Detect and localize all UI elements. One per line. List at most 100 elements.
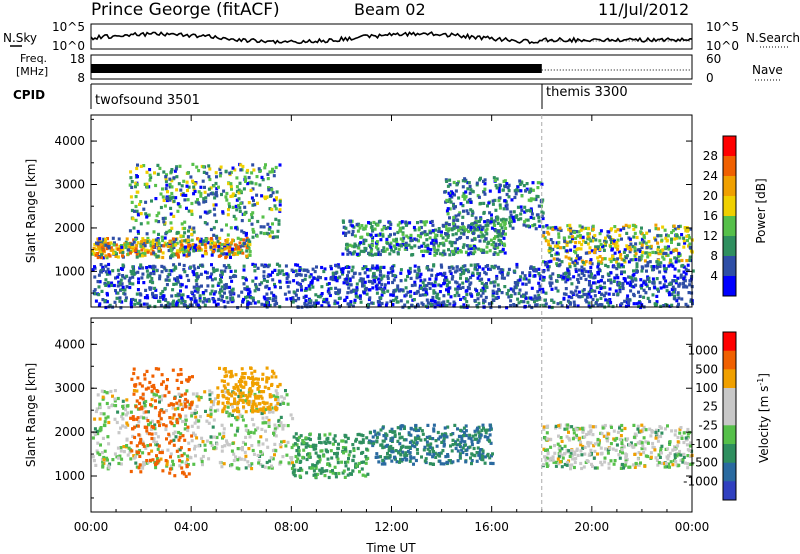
echo-cell [146, 221, 150, 225]
echo-cell [249, 366, 252, 370]
echo-cell [377, 250, 381, 254]
echo-cell [642, 295, 646, 299]
echo-cell [166, 378, 169, 382]
echo-cell [274, 449, 278, 453]
echo-cell [215, 175, 218, 179]
echo-cell [164, 177, 168, 181]
echo-cell [581, 235, 585, 239]
echo-cell [233, 400, 236, 404]
echo-cell [350, 269, 354, 273]
echo-cell [97, 247, 101, 251]
echo-cell [153, 286, 157, 290]
echo-cell [489, 238, 493, 242]
echo-cell [116, 275, 120, 279]
echo-cell [394, 288, 398, 292]
echo-cell [608, 257, 612, 261]
echo-cell [222, 431, 226, 435]
echo-cell [183, 392, 187, 396]
echo-cell [333, 439, 337, 443]
echo-cell [377, 277, 380, 281]
echo-cell [549, 248, 553, 252]
echo-cell [241, 244, 245, 248]
echo-cell [479, 248, 483, 252]
echo-cell [622, 250, 626, 254]
echo-cell [225, 441, 229, 445]
echo-cell [370, 247, 374, 251]
echo-cell [236, 387, 240, 391]
echo-cell [548, 246, 552, 250]
echo-cell [358, 294, 362, 298]
echo-cell [473, 221, 477, 225]
echo-cell [187, 229, 190, 233]
echo-cell [238, 206, 242, 210]
echo-cell [441, 241, 445, 245]
echo-cell [126, 423, 130, 427]
echo-cell [615, 273, 619, 277]
echo-cell [146, 275, 150, 279]
echo-cell [171, 403, 175, 407]
echo-cell [557, 264, 561, 268]
echo-cell [399, 448, 403, 452]
echo-cell [280, 440, 283, 444]
echo-cell [104, 283, 108, 287]
echo-cell [264, 407, 268, 412]
echo-cell [271, 222, 274, 226]
echo-cell [298, 269, 302, 273]
echo-cell [229, 372, 233, 376]
echo-cell [358, 440, 362, 444]
echo-cell [557, 235, 561, 239]
echo-cell [121, 404, 125, 409]
echo-cell [684, 302, 688, 306]
echo-cell [159, 417, 163, 421]
echo-cell [668, 261, 672, 265]
echo-cell [172, 268, 176, 272]
echo-cell [259, 463, 263, 467]
echo-cell [416, 289, 420, 294]
echo-cell [318, 458, 322, 462]
echo-cell [399, 299, 403, 303]
echo-cell [568, 277, 572, 281]
echo-cell [351, 469, 355, 473]
echo-cell [197, 244, 201, 248]
echo-cell [574, 267, 578, 271]
echo-cell [468, 244, 472, 248]
echo-cell [93, 417, 97, 421]
echo-cell [675, 299, 679, 303]
echo-cell [191, 392, 195, 396]
echo-cell [448, 302, 452, 306]
echo-cell [376, 247, 380, 251]
echo-cell [99, 412, 103, 416]
echo-cell [499, 223, 503, 227]
echo-cell [642, 288, 646, 292]
echo-cell [483, 299, 487, 303]
cpid-label: CPID [13, 88, 45, 102]
echo-cell [496, 234, 500, 238]
echo-cell [415, 238, 419, 242]
echo-cell [255, 234, 259, 238]
echo-cell [468, 292, 472, 296]
echo-cell [120, 245, 124, 249]
echo-cell [155, 440, 159, 444]
echo-cell [473, 263, 477, 267]
echo-cell [576, 254, 579, 258]
echo-cell [164, 268, 168, 273]
echo-cell [369, 233, 373, 237]
echo-cell [345, 243, 348, 247]
echo-cell [374, 252, 378, 256]
echo-cell [431, 238, 435, 242]
echo-cell [446, 184, 450, 188]
echo-cell [202, 170, 206, 174]
echo-cell [357, 461, 361, 466]
echo-cell [175, 165, 179, 169]
echo-cell [542, 230, 546, 235]
echo-cell [188, 243, 192, 247]
echo-cell [225, 239, 229, 244]
echo-cell [434, 233, 438, 237]
echo-cell [186, 245, 190, 249]
echo-cell [454, 225, 458, 229]
echo-cell [159, 303, 163, 307]
echo-cell [293, 442, 297, 446]
echo-cell [362, 460, 365, 464]
echo-cell [335, 279, 339, 283]
echo-cell [262, 295, 266, 299]
